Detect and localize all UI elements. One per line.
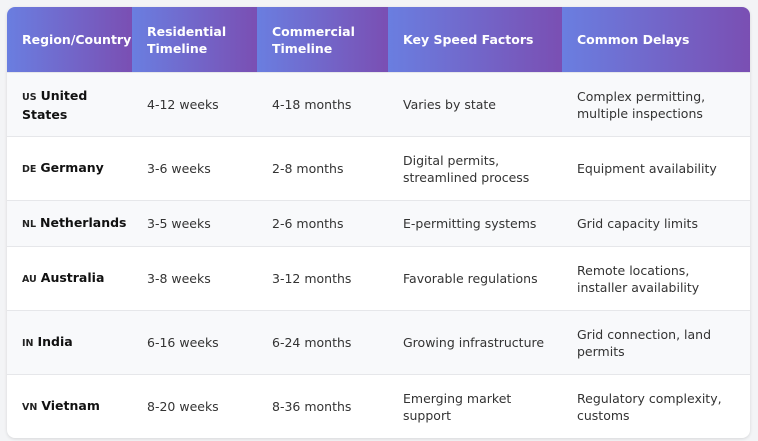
table-cell: Digital permits, streamlined process (388, 136, 562, 201)
table-cell: 8-20 weeks (132, 374, 257, 438)
table-cell: 4-12 weeks (132, 72, 257, 137)
table-cell: 4-18 months (257, 72, 388, 137)
header-cell: Residential Timeline (132, 7, 257, 73)
country-name: Australia (40, 270, 105, 285)
table-cell: Grid capacity limits (562, 200, 750, 247)
table-row: VN Vietnam 8-20 weeks 8-36 months Emerging m… (7, 374, 750, 438)
table: Region/Country Residential Timeline Commer… (7, 7, 750, 438)
country-name: Germany (40, 160, 104, 175)
header-row: Region/Country Residential Timeline Commer… (7, 7, 750, 73)
country-code: IN (22, 338, 34, 349)
table-cell: 3-8 weeks (132, 246, 257, 311)
country-name: India (37, 334, 73, 349)
country-code: AU (22, 274, 37, 285)
table-row: US United States 4-12 weeks 4-18 months Vari… (7, 72, 750, 137)
table-cell: 6-16 weeks (132, 310, 257, 375)
country-cell: VN Vietnam (7, 374, 132, 438)
country-name: United States (22, 87, 88, 122)
table-cell: 3-6 weeks (132, 136, 257, 201)
country-cell: DE Germany (7, 136, 132, 201)
table-cell: Emerging market support (388, 374, 562, 438)
table-cell: 8-36 months (257, 374, 388, 438)
header-cell: Region/Country (7, 7, 132, 73)
country-name: Vietnam (41, 398, 100, 413)
header-cell: Key Speed Factors (388, 7, 562, 73)
table-cell: E-permitting systems (388, 200, 562, 247)
table-row: NL Netherlands 3-5 weeks 2-6 months E-permit… (7, 200, 750, 247)
table-body: US United States 4-12 weeks 4-18 months Vari… (7, 72, 750, 438)
country-code: VN (22, 402, 38, 413)
country-code: US (22, 91, 37, 103)
table-cell: Growing infrastructure (388, 310, 562, 375)
table-cell: Remote locations, installer availability (562, 246, 750, 311)
table-cell: Regulatory complexity, customs (562, 374, 750, 438)
header-cell: Common Delays (562, 7, 750, 73)
table-cell: 3-5 weeks (132, 200, 257, 247)
country-cell: NL Netherlands (7, 200, 132, 247)
country-code: NL (22, 219, 37, 230)
table-cell: Complex permitting, multiple inspections (562, 72, 750, 137)
table-cell: Equipment availability (562, 136, 750, 201)
table-cell: 6-24 months (257, 310, 388, 375)
table-cell: Grid connection, land permits (562, 310, 750, 375)
table-cell: Favorable regulations (388, 246, 562, 311)
table-cell: 3-12 months (257, 246, 388, 311)
table-row: DE Germany 3-6 weeks 2-8 months Digital perm… (7, 136, 750, 201)
country-name: Netherlands (40, 215, 127, 230)
table-cell: 2-8 months (257, 136, 388, 201)
country-code: DE (22, 164, 37, 175)
table-row: AU Australia 3-8 weeks 3-12 months Favorable… (7, 246, 750, 311)
table-card: Region/Country Residential Timeline Commer… (7, 7, 750, 438)
country-cell: AU Australia (7, 246, 132, 311)
table-cell: 2-6 months (257, 200, 388, 247)
country-cell: IN India (7, 310, 132, 375)
table-row: IN India 6-16 weeks 6-24 months Growing infr… (7, 310, 750, 375)
country-cell: US United States (7, 72, 132, 137)
header-cell: Commercial Timeline (257, 7, 388, 73)
table-cell: Varies by state (388, 72, 562, 137)
